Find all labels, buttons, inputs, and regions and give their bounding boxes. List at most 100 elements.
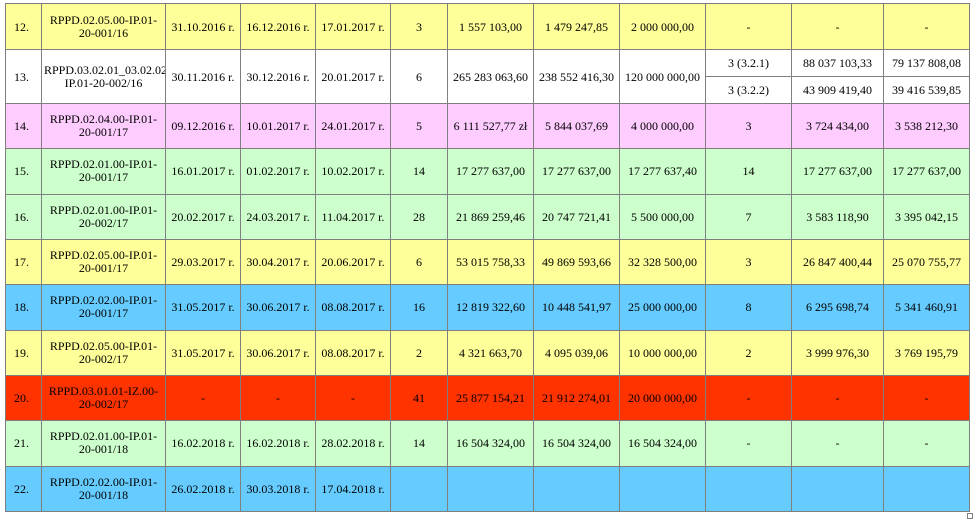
selected-amount-total: - (791, 374, 884, 422)
application-count: 41 (390, 374, 448, 422)
selected-amount-total (791, 465, 884, 513)
competition-code: RPPD.02.02.00-IP.01-20-001/17 (41, 284, 166, 331)
table-row: 18. RPPD.02.02.00-IP.01-20-001/17 31.05.… (5, 284, 970, 331)
date-end: 16.12.2016 r. (240, 2, 316, 51)
competition-code: RPPD.02.05.00-IP.01-20-001/16 (41, 2, 166, 51)
row-number: 22. (5, 465, 42, 513)
row-number: 16. (5, 193, 42, 240)
date-start: 31.05.2017 r. (165, 284, 241, 331)
amount-total: 53 015 758,33 (447, 238, 534, 286)
selected-count: 8 (705, 284, 792, 331)
selected-amount-cofinancing (883, 465, 970, 513)
selected-amount-cofinancing: - (883, 374, 970, 422)
date-result: 17.04.2018 r. (315, 465, 391, 513)
table-row: 22. RPPD.02.02.00-IP.01-20-001/18 26.02.… (5, 465, 970, 513)
competitions-table: 12. RPPD.02.05.00-IP.01-20-001/16 31.10.… (5, 2, 970, 513)
date-end: 16.02.2018 r. (240, 420, 316, 467)
amount-allocation: 2 000 000,00 (619, 2, 706, 51)
date-start: - (165, 374, 241, 422)
date-result: 28.02.2018 r. (315, 420, 391, 467)
date-result: 24.01.2017 r. (315, 102, 391, 150)
selected-count: - (705, 374, 792, 422)
selected-count (705, 465, 792, 513)
selected-amount-cofinancing: 39 416 539,85 (883, 76, 970, 104)
amount-eligible: 5 844 037,69 (533, 102, 620, 150)
amount-eligible: 1 479 247,85 (533, 2, 620, 51)
selected-amount-cofinancing: - (883, 2, 970, 51)
amount-eligible: 20 747 721,41 (533, 193, 620, 240)
amount-total (447, 465, 534, 513)
row-number: 15. (5, 148, 42, 195)
selected-amount-total: 3 999 976,30 (791, 329, 884, 376)
amount-eligible: 10 448 541,97 (533, 284, 620, 331)
date-start: 31.05.2017 r. (165, 329, 241, 376)
amount-allocation: 32 328 500,00 (619, 238, 706, 286)
competition-code: RPPD.02.02.00-IP.01-20-001/18 (41, 465, 166, 513)
date-result: - (315, 374, 391, 422)
application-count: 28 (390, 193, 448, 240)
amount-eligible: 16 504 324,00 (533, 420, 620, 467)
table-row: 20. RPPD.03.01.01-IZ.00-20-002/17 - - - … (5, 374, 970, 422)
selected-amount-total: 17 277 637,00 (791, 148, 884, 195)
competition-code: RPPD.02.01.00-IP.01-20-001/18 (41, 420, 166, 467)
selected-count: 2 (705, 329, 792, 376)
selected-amount-total: 3 724 434,00 (791, 102, 884, 150)
date-end: 24.03.2017 r. (240, 193, 316, 240)
selected-count: 3 (3.2.2) (705, 76, 792, 104)
selected-amount-total: - (791, 420, 884, 467)
competition-code: RPPD.02.01.00-IP.01-20-001/17 (41, 148, 166, 195)
row-number: 13. (5, 49, 42, 104)
date-start: 16.01.2017 r. (165, 148, 241, 195)
amount-allocation: 20 000 000,00 (619, 374, 706, 422)
application-count: 14 (390, 148, 448, 195)
selected-count: - (705, 2, 792, 51)
amount-eligible: 238 552 416,30 (533, 49, 620, 104)
application-count: 6 (390, 49, 448, 104)
amount-total: 17 277 637,00 (447, 148, 534, 195)
table-row: 14. RPPD.02.04.00-IP.01-20-001/17 09.12.… (5, 102, 970, 150)
application-count: 16 (390, 284, 448, 331)
amount-allocation: 5 500 000,00 (619, 193, 706, 240)
date-end: 30.06.2017 r. (240, 329, 316, 376)
competition-code: RPPD.03.02.01_03.02.02-IP.01-20-002/16 (41, 49, 166, 104)
table-subrow: 3 (3.2.2) 43 909 419,40 39 416 539,85 (6, 76, 970, 104)
selected-amount-total: 6 295 698,74 (791, 284, 884, 331)
selected-amount-cofinancing: 5 341 460,91 (883, 284, 970, 331)
amount-total: 25 877 154,21 (447, 374, 534, 422)
amount-eligible: 21 912 274,01 (533, 374, 620, 422)
date-end: 10.01.2017 r. (240, 102, 316, 150)
application-count: 3 (390, 2, 448, 51)
amount-total: 16 504 324,00 (447, 420, 534, 467)
amount-total: 12 819 322,60 (447, 284, 534, 331)
date-end: - (240, 374, 316, 422)
selected-amount-total: - (791, 2, 884, 51)
amount-total: 6 111 527,77 zł (447, 102, 534, 150)
row-number: 14. (5, 102, 42, 150)
selected-count: 3 (3.2.1) (705, 49, 792, 78)
row-number: 21. (5, 420, 42, 467)
table-row: 13. RPPD.03.02.01_03.02.02-IP.01-20-002/… (5, 49, 970, 104)
row-number: 12. (5, 2, 42, 51)
row-number: 17. (5, 238, 42, 286)
resize-handle[interactable] (967, 513, 973, 519)
row-number: 19. (5, 329, 42, 376)
date-result: 11.04.2017 r. (315, 193, 391, 240)
selected-amount-cofinancing: 25 070 755,77 (883, 238, 970, 286)
selected-amount-cofinancing: 3 538 212,30 (883, 102, 970, 150)
competition-code: RPPD.02.05.00-IP.01-20-001/17 (41, 238, 166, 286)
row-number: 18. (5, 284, 42, 331)
amount-total: 265 283 063,60 (447, 49, 534, 104)
amount-eligible: 4 095 039,06 (533, 329, 620, 376)
competition-code: RPPD.03.01.01-IZ.00-20-002/17 (41, 374, 166, 422)
application-count: 2 (390, 329, 448, 376)
selected-count: 3 (705, 102, 792, 150)
date-start: 29.03.2017 r. (165, 238, 241, 286)
date-start: 16.02.2018 r. (165, 420, 241, 467)
application-count (390, 465, 448, 513)
selected-amount-cofinancing: - (883, 420, 970, 467)
selected-amount-total: 43 909 419,40 (791, 76, 884, 104)
selected-count: 14 (705, 148, 792, 195)
date-end: 30.03.2018 r. (240, 465, 316, 513)
selected-count: 3 (705, 238, 792, 286)
selected-amount-cofinancing: 17 277 637,00 (883, 148, 970, 195)
